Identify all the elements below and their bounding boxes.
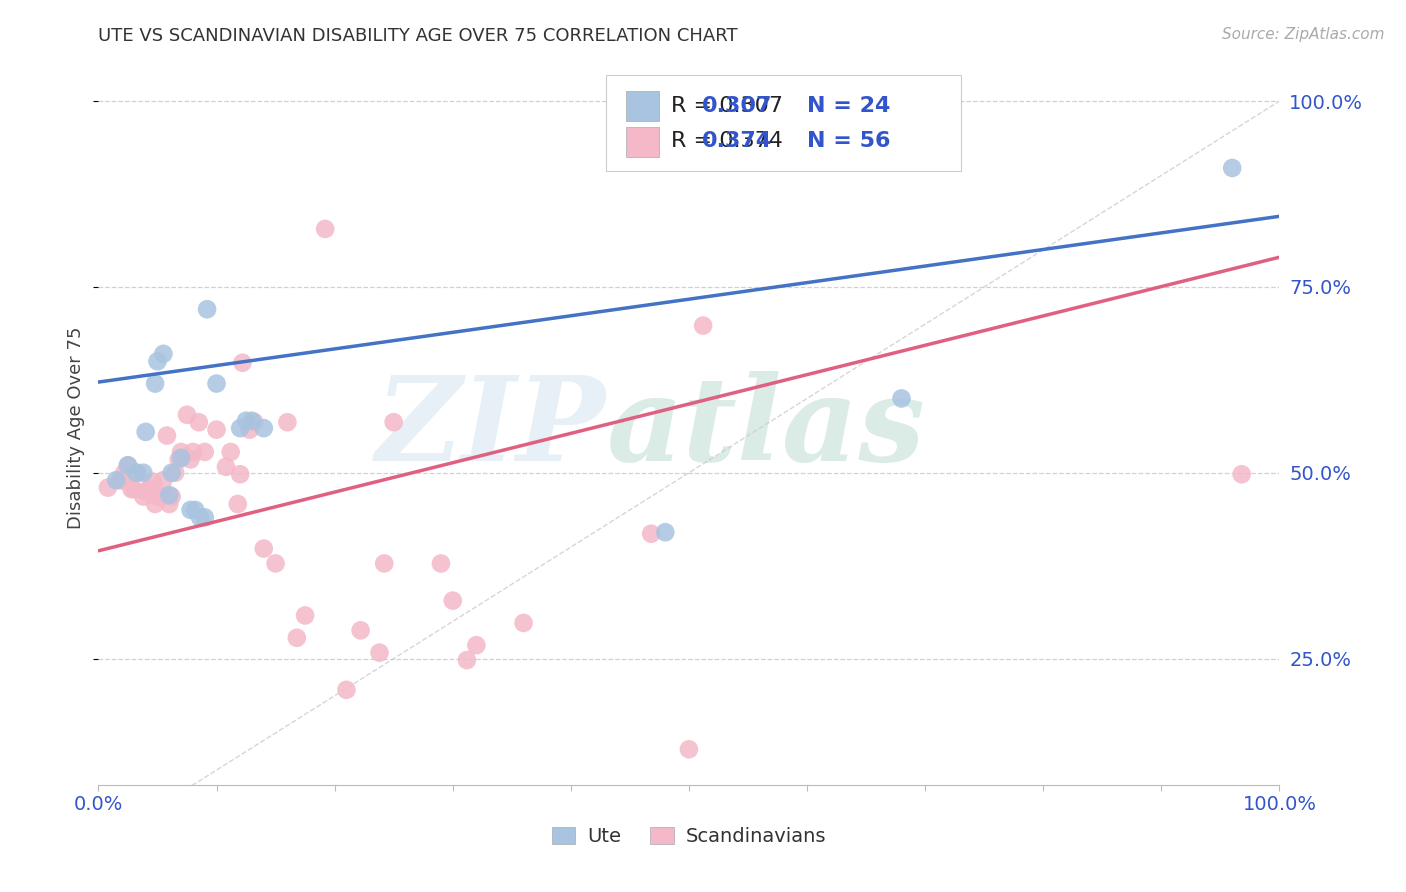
Point bbox=[1220, 161, 1243, 175]
Point bbox=[240, 414, 263, 428]
Point bbox=[349, 624, 371, 638]
Point bbox=[176, 408, 198, 422]
Point bbox=[239, 423, 262, 437]
Point bbox=[132, 490, 155, 504]
Point bbox=[335, 682, 357, 697]
Point bbox=[188, 510, 211, 524]
Point bbox=[205, 423, 228, 437]
Text: R = 0.374: R = 0.374 bbox=[671, 131, 783, 152]
Point bbox=[160, 490, 183, 504]
Point bbox=[456, 653, 478, 667]
Point bbox=[143, 497, 166, 511]
Point bbox=[512, 615, 534, 630]
Point bbox=[368, 646, 391, 660]
Y-axis label: Disability Age Over 75: Disability Age Over 75 bbox=[67, 326, 86, 530]
Point bbox=[219, 445, 242, 459]
Point bbox=[117, 458, 139, 473]
Point bbox=[294, 608, 316, 623]
Point bbox=[165, 466, 187, 480]
FancyBboxPatch shape bbox=[626, 91, 659, 121]
Point bbox=[170, 445, 193, 459]
Point bbox=[122, 482, 145, 496]
Point bbox=[654, 525, 676, 540]
Point bbox=[229, 467, 252, 482]
Point bbox=[157, 497, 180, 511]
Point bbox=[253, 541, 276, 556]
Point bbox=[692, 318, 714, 333]
Text: Source: ZipAtlas.com: Source: ZipAtlas.com bbox=[1222, 27, 1385, 42]
Point bbox=[125, 466, 148, 480]
Point bbox=[373, 557, 395, 571]
Text: atlas: atlas bbox=[606, 371, 925, 485]
Point bbox=[149, 490, 172, 504]
Point bbox=[138, 482, 160, 496]
Point bbox=[132, 466, 155, 480]
Point bbox=[253, 421, 276, 435]
Point bbox=[184, 503, 207, 517]
Text: 0.307: 0.307 bbox=[702, 95, 772, 116]
Point bbox=[97, 481, 120, 495]
Point bbox=[181, 445, 204, 459]
Point bbox=[640, 526, 662, 541]
Point bbox=[117, 458, 139, 473]
Point bbox=[135, 484, 157, 499]
FancyBboxPatch shape bbox=[606, 75, 960, 171]
Point bbox=[264, 557, 287, 571]
Point bbox=[285, 631, 308, 645]
Point bbox=[235, 414, 257, 428]
Point bbox=[146, 354, 169, 368]
Point bbox=[441, 593, 464, 607]
Point bbox=[108, 473, 131, 487]
Point bbox=[105, 473, 128, 487]
Point bbox=[194, 445, 217, 459]
Point bbox=[152, 473, 174, 487]
Point bbox=[111, 473, 134, 487]
Point bbox=[890, 392, 912, 406]
Text: ZIP: ZIP bbox=[377, 371, 606, 485]
Point bbox=[215, 459, 238, 474]
Point bbox=[187, 415, 209, 429]
Point bbox=[678, 742, 700, 756]
FancyBboxPatch shape bbox=[626, 127, 659, 157]
Point bbox=[152, 347, 174, 361]
Point bbox=[112, 466, 135, 480]
Point bbox=[170, 450, 193, 465]
Point bbox=[157, 488, 180, 502]
Point bbox=[430, 557, 453, 571]
Point bbox=[180, 503, 202, 517]
Text: 0.374: 0.374 bbox=[702, 131, 772, 152]
Point bbox=[276, 415, 298, 429]
Point bbox=[143, 376, 166, 391]
Point bbox=[142, 475, 165, 489]
Text: N = 24: N = 24 bbox=[807, 95, 890, 116]
Point bbox=[205, 376, 228, 391]
Point bbox=[195, 302, 218, 317]
Point bbox=[382, 415, 405, 429]
Point bbox=[156, 428, 179, 442]
Point bbox=[243, 415, 266, 429]
Legend: Ute, Scandinavians: Ute, Scandinavians bbox=[544, 819, 834, 854]
Point bbox=[160, 466, 183, 480]
Point bbox=[150, 490, 173, 504]
Point bbox=[226, 497, 249, 511]
Point bbox=[146, 490, 169, 504]
Text: R = 0.307: R = 0.307 bbox=[671, 95, 783, 116]
Point bbox=[231, 356, 253, 370]
Text: UTE VS SCANDINAVIAN DISABILITY AGE OVER 75 CORRELATION CHART: UTE VS SCANDINAVIAN DISABILITY AGE OVER … bbox=[98, 27, 738, 45]
Point bbox=[167, 452, 190, 467]
Point bbox=[121, 482, 143, 496]
Text: N = 56: N = 56 bbox=[807, 131, 890, 152]
Point bbox=[465, 638, 488, 652]
Point bbox=[1230, 467, 1253, 482]
Point bbox=[314, 222, 336, 236]
Point bbox=[180, 452, 202, 467]
Point bbox=[127, 466, 149, 480]
Point bbox=[135, 425, 157, 439]
Point bbox=[229, 421, 252, 435]
Point bbox=[194, 510, 217, 524]
